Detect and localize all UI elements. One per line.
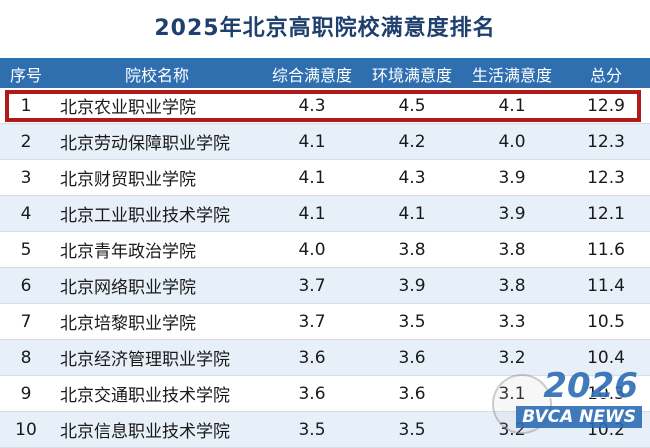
cell-rank: 9: [0, 375, 52, 412]
column-header-overall: 综合满意度: [262, 60, 362, 88]
cell-total: 11.4: [562, 267, 650, 304]
cell-life: 4.0: [462, 123, 562, 160]
cell-life: 3.8: [462, 267, 562, 304]
cell-rank: 7: [0, 303, 52, 340]
cell-total: 12.9: [562, 88, 650, 124]
cell-overall: 4.0: [262, 231, 362, 268]
table-row: 4 北京工业职业技术学院 4.1 4.1 3.9 12.1: [0, 195, 650, 232]
cell-overall: 4.1: [262, 159, 362, 196]
cell-environment: 3.8: [362, 231, 462, 268]
cell-name: 北京交通职业技术学院: [52, 375, 262, 412]
table-row: 9 北京交通职业技术学院 3.6 3.6 3.1 10.3: [0, 375, 650, 412]
cell-name: 北京工业职业技术学院: [52, 195, 262, 232]
cell-life: 3.9: [462, 195, 562, 232]
cell-name: 北京劳动保障职业学院: [52, 123, 262, 160]
column-header-environment: 环境满意度: [362, 60, 462, 88]
cell-environment: 3.9: [362, 267, 462, 304]
cell-total: 10.3: [562, 375, 650, 412]
cell-name: 北京培黎职业学院: [52, 303, 262, 340]
cell-life: 3.2: [462, 339, 562, 376]
cell-rank: 2: [0, 123, 52, 160]
table-body: 1 北京农业职业学院 4.3 4.5 4.1 12.9 2 北京劳动保障职业学院 4.1 4.2 4…: [0, 88, 650, 448]
cell-total: 12.3: [562, 159, 650, 196]
cell-name: 北京信息职业技术学院: [52, 411, 262, 448]
cell-overall: 3.6: [262, 339, 362, 376]
title-bar: 2025年北京高职院校满意度排名: [0, 0, 650, 60]
table-row: 2 北京劳动保障职业学院 4.1 4.2 4.0 12.3: [0, 123, 650, 160]
cell-total: 10.5: [562, 303, 650, 340]
column-header-name: 院校名称: [52, 60, 262, 88]
table-row: 1 北京农业职业学院 4.3 4.5 4.1 12.9: [0, 88, 650, 124]
cell-total: 10.2: [562, 411, 650, 448]
cell-environment: 4.5: [362, 88, 462, 124]
cell-environment: 3.5: [362, 303, 462, 340]
cell-name: 北京财贸职业学院: [52, 159, 262, 196]
cell-rank: 8: [0, 339, 52, 376]
table-row: 6 北京网络职业学院 3.7 3.9 3.8 11.4: [0, 267, 650, 304]
cell-environment: 3.6: [362, 339, 462, 376]
cell-overall: 4.1: [262, 123, 362, 160]
cell-rank: 3: [0, 159, 52, 196]
table-row: 10 北京信息职业技术学院 3.5 3.5 3.2 10.2: [0, 411, 650, 448]
cell-life: 3.8: [462, 231, 562, 268]
cell-total: 12.3: [562, 123, 650, 160]
cell-total: 12.1: [562, 195, 650, 232]
cell-life: 4.1: [462, 88, 562, 124]
cell-rank: 6: [0, 267, 52, 304]
cell-total: 10.4: [562, 339, 650, 376]
table-row: 8 北京经济管理职业学院 3.6 3.6 3.2 10.4: [0, 339, 650, 376]
cell-overall: 3.7: [262, 303, 362, 340]
cell-overall: 3.5: [262, 411, 362, 448]
cell-life: 3.9: [462, 159, 562, 196]
ranking-table: 序号 院校名称 综合满意度 环境满意度 生活满意度 总分 1 北京农业职业学院 4.…: [0, 60, 650, 448]
cell-environment: 4.2: [362, 123, 462, 160]
cell-overall: 3.6: [262, 375, 362, 412]
cell-environment: 4.3: [362, 159, 462, 196]
cell-rank: 10: [0, 411, 52, 448]
cell-name: 北京网络职业学院: [52, 267, 262, 304]
column-header-rank: 序号: [0, 60, 52, 88]
cell-life: 3.3: [462, 303, 562, 340]
cell-rank: 5: [0, 231, 52, 268]
cell-environment: 3.5: [362, 411, 462, 448]
table-row: 3 北京财贸职业学院 4.1 4.3 3.9 12.3: [0, 159, 650, 196]
cell-life: 3.2: [462, 411, 562, 448]
cell-total: 11.6: [562, 231, 650, 268]
cell-name: 北京青年政治学院: [52, 231, 262, 268]
cell-name: 北京经济管理职业学院: [52, 339, 262, 376]
cell-environment: 3.6: [362, 375, 462, 412]
column-header-total: 总分: [562, 60, 650, 88]
cell-overall: 3.7: [262, 267, 362, 304]
cell-rank: 1: [0, 88, 52, 124]
cell-rank: 4: [0, 195, 52, 232]
cell-overall: 4.1: [262, 195, 362, 232]
table-header-row: 序号 院校名称 综合满意度 环境满意度 生活满意度 总分: [0, 60, 650, 88]
cell-environment: 4.1: [362, 195, 462, 232]
cell-life: 3.1: [462, 375, 562, 412]
page-title: 2025年北京高职院校满意度排名: [154, 16, 496, 41]
table-row: 7 北京培黎职业学院 3.7 3.5 3.3 10.5: [0, 303, 650, 340]
cell-name: 北京农业职业学院: [52, 88, 262, 124]
cell-overall: 4.3: [262, 88, 362, 124]
table-row: 5 北京青年政治学院 4.0 3.8 3.8 11.6: [0, 231, 650, 268]
column-header-life: 生活满意度: [462, 60, 562, 88]
